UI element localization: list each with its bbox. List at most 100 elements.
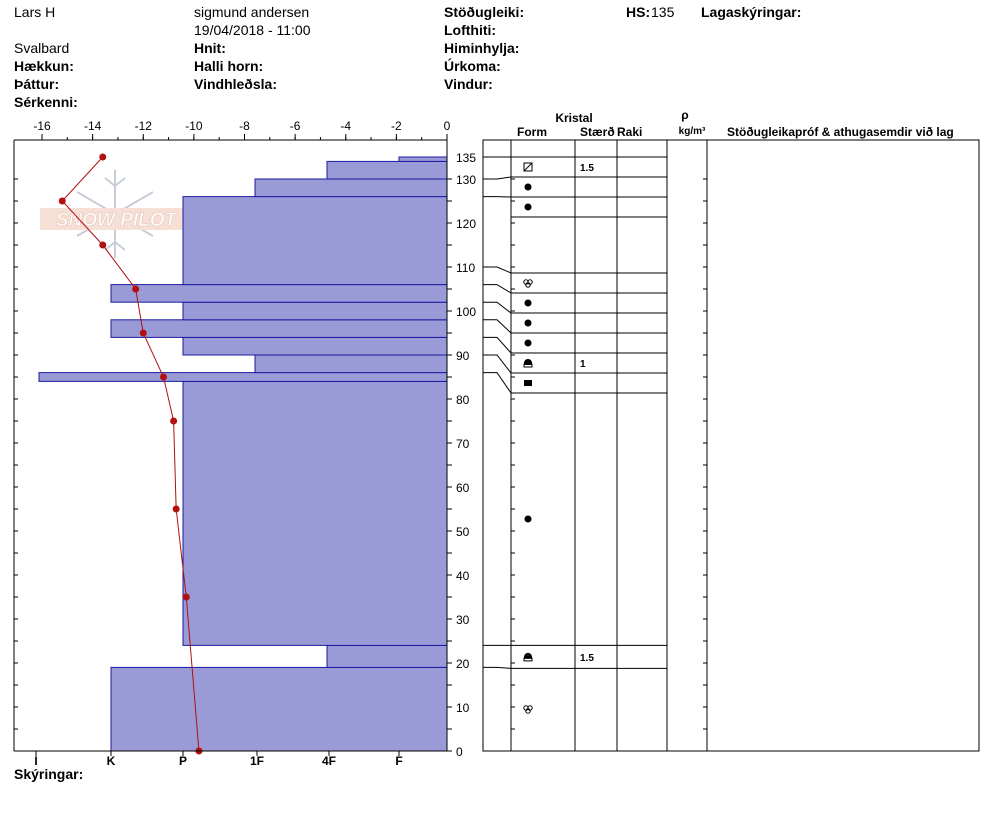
hardness-bar-6 (110, 319, 448, 338)
layer-table: Kristal Form Stærð Raki ρ kg/m³ Stöðugle… (482, 108, 980, 752)
hardness-axis: I K P 1F 4F F (34, 751, 403, 768)
wind-loading-label: Vindhleðsla: (194, 76, 277, 92)
layer-row-8 (483, 354, 667, 394)
temperature-line (61, 156, 200, 752)
grain-rounded-icon (524, 515, 532, 523)
footer-notes-label: Skýringar: (14, 766, 84, 782)
layer-notes-label: Lagaskýringar: (701, 4, 802, 20)
grain-ice-icon (524, 380, 532, 386)
height-tick-label-2: 20 (456, 657, 470, 671)
height-tick-label-10: 100 (456, 305, 476, 319)
col-density-unit: kg/m³ (679, 126, 706, 137)
height-tick-label-7: 70 (456, 437, 470, 451)
grain-rounded-faceted-icon (523, 359, 533, 368)
temp-tick-label-8: 0 (444, 119, 451, 133)
hardness-tick-label-0: I (34, 754, 37, 768)
layer-row-2 (483, 196, 667, 218)
hardness-bar-10 (254, 178, 448, 198)
location: Svalbard (14, 40, 70, 56)
table-frame (482, 139, 980, 752)
layer-row-10: 1.5 (483, 644, 667, 669)
temperature-axis: -16 -14 -12 -10 -8 -6 -4 -2 0 (33, 119, 451, 140)
snowpilot-watermark: SNOW PILOT (40, 170, 192, 258)
hardness-bar-3 (38, 372, 448, 382)
hs-label: HS: (626, 4, 651, 20)
wind-label: Vindur: (444, 76, 493, 92)
hardness-tick-label-1: K (107, 754, 116, 768)
height-tick-label-3: 30 (456, 613, 470, 627)
hardness-bar-8 (110, 284, 448, 303)
temperature-point-4 (160, 373, 167, 381)
layer-connector-3 (483, 266, 512, 274)
hardness-bar-4 (254, 354, 448, 374)
layer-connector-9 (483, 372, 512, 394)
grain-rounded-icon (524, 183, 532, 191)
temp-tick-label-7: -2 (391, 119, 402, 133)
grain-rounded-icon (524, 299, 532, 307)
precip-label: Úrkoma: (444, 58, 501, 74)
layer-connector-5 (483, 301, 512, 314)
hardness-bars (38, 156, 448, 752)
height-tick-label-14: 135 (456, 151, 476, 165)
col-crystal: Kristal (555, 111, 592, 125)
slope-label: Halli horn: (194, 58, 264, 74)
hardness-bar-5 (182, 336, 448, 356)
temp-tick-label-3: -10 (185, 119, 203, 133)
layer-connector-7 (483, 336, 512, 354)
height-tick-label-0: 0 (456, 745, 463, 759)
temperature-point-2 (172, 505, 180, 513)
hardness-bar-11 (326, 160, 448, 180)
layer-row-9 (483, 372, 532, 523)
grain-melt-freeze-icon (523, 279, 533, 288)
sky-label: Himinhylja: (444, 40, 520, 56)
temp-tick-label-6: -4 (340, 119, 351, 133)
grain-melt-freeze-icon (523, 705, 533, 714)
author-name: sigmund andersen (194, 4, 310, 20)
temp-tick-label-5: -6 (290, 119, 301, 133)
temperature-point-7 (99, 241, 107, 249)
hardness-bar-7 (182, 301, 448, 321)
temperature-point-9 (99, 153, 107, 161)
hardness-bar-12 (398, 156, 448, 162)
height-tick-label-11: 110 (456, 261, 475, 275)
hardness-bar-2 (182, 380, 448, 646)
hs-value: 135 (651, 4, 675, 20)
watermark-band (40, 208, 192, 230)
grain-size-7: 1 (580, 359, 586, 370)
height-tick-label-6: 60 (456, 481, 470, 495)
hardness-bar-1 (326, 644, 448, 668)
grain-rounded-icon (524, 339, 532, 347)
col-moisture: Raki (617, 125, 642, 139)
grain-rounded-faceted-icon (523, 652, 533, 662)
temp-tick-label-2: -12 (135, 119, 153, 133)
coords-label: Hnit: (194, 40, 226, 56)
layer-rows: 1.5 1 1.5 (483, 156, 667, 714)
elevation-label: Hækkun: (14, 58, 74, 74)
grain-size-10: 1.5 (580, 653, 594, 664)
stability-label: Stöðugleiki: (444, 4, 525, 20)
temperature-point-3 (170, 417, 178, 425)
layer-connector-4 (483, 284, 512, 294)
layer-row-11 (483, 666, 533, 714)
temp-tick-label-1: -14 (84, 119, 102, 133)
height-tick-label-8: 80 (456, 393, 470, 407)
hardness-tick-label-3: 1F (250, 754, 264, 768)
grain-size-0: 1.5 (580, 163, 594, 174)
hardness-bar-0 (110, 666, 448, 752)
col-rho: ρ (681, 108, 688, 122)
feature-label: Þáttur: (14, 76, 60, 92)
height-tick-label-13: 130 (456, 173, 476, 187)
hardness-tick-label-2: P (179, 754, 187, 768)
hardness-tick-label-5: F (395, 754, 402, 768)
col-size: Stærð (580, 125, 615, 139)
temp-tick-label-0: -16 (33, 119, 51, 133)
temperature-point-1 (182, 593, 190, 601)
grain-rounded-icon (524, 319, 532, 327)
col-form: Form (517, 125, 547, 139)
temp-tick-label-4: -8 (239, 119, 250, 133)
height-tick-label-1: 10 (456, 701, 470, 715)
height-tick-label-4: 40 (456, 569, 470, 583)
layer-connector-11 (483, 666, 512, 669)
height-tick-label-9: 90 (456, 349, 470, 363)
